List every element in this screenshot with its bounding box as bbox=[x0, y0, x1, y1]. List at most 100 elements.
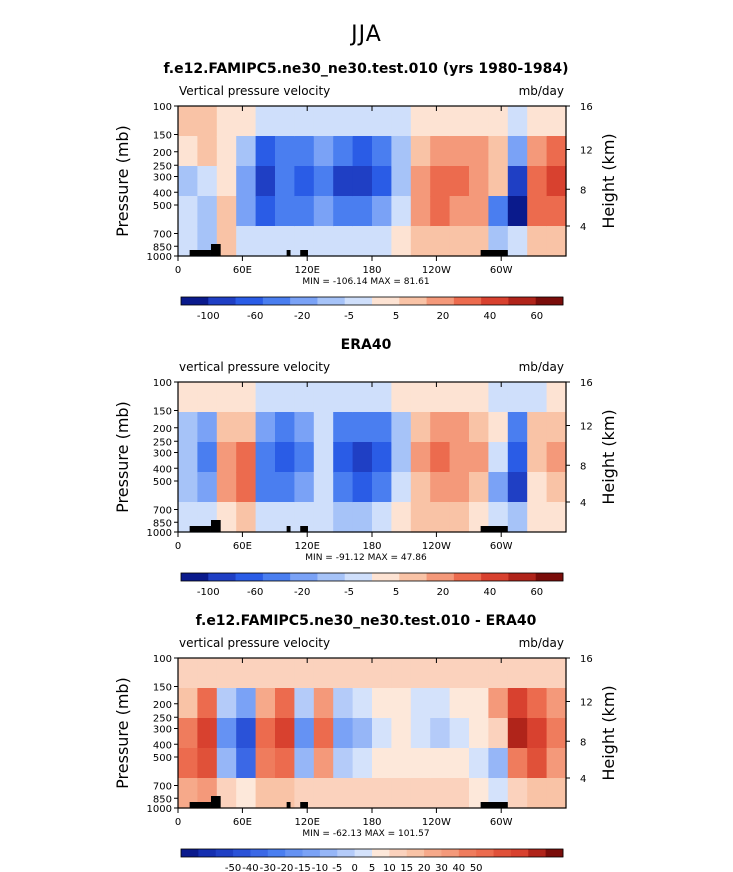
p3-heatmap-cell bbox=[333, 718, 354, 749]
p3-colorbar-swatch bbox=[510, 849, 529, 857]
p3-heatmap-cell bbox=[275, 748, 295, 779]
p2-ytick-label: 500 bbox=[153, 477, 172, 488]
p1-heatmap-cell bbox=[546, 106, 567, 137]
p2-ylabel: Pressure (mb) bbox=[113, 401, 132, 513]
p1-heatmap-cell bbox=[410, 196, 431, 227]
p2-heatmap-cell bbox=[507, 472, 528, 503]
p3-heatmap-cell bbox=[430, 718, 451, 749]
p1-ytick-label: 300 bbox=[153, 173, 172, 184]
p3-heatmap-cell bbox=[236, 718, 257, 749]
p2-y2tick-label: 8 bbox=[580, 461, 586, 472]
p2-heatmap-cell bbox=[391, 472, 412, 503]
p3-heatmap-cell bbox=[294, 778, 315, 809]
p1-heatmap-cell bbox=[275, 226, 295, 257]
p2-heatmap-cell bbox=[313, 382, 334, 413]
p3-heatmap-cell bbox=[275, 658, 295, 689]
p1-colorbar-label: -5 bbox=[344, 311, 354, 322]
p3-heatmap-cell bbox=[391, 778, 412, 809]
p2-topography bbox=[480, 526, 508, 532]
p3-heatmap-cell bbox=[430, 778, 451, 809]
p3-heatmap-cell bbox=[255, 688, 276, 719]
p2-heatmap-cell bbox=[216, 442, 237, 473]
p3-colorbar-swatch bbox=[198, 849, 217, 857]
p1-heatmap-cell bbox=[313, 226, 334, 257]
p3-heatmap-cell bbox=[488, 658, 509, 689]
p2-min-max: MIN = -91.12 MAX = 47.86 bbox=[305, 553, 427, 563]
p1-heatmap-cell bbox=[449, 196, 470, 227]
p3-colorbar-swatch bbox=[458, 849, 477, 857]
p3-colorbar-label: 10 bbox=[383, 863, 396, 872]
p3-heatmap-cell bbox=[255, 778, 276, 809]
p3-heatmap-cell bbox=[449, 718, 470, 749]
p3-colorbar-label: -50 bbox=[225, 863, 241, 872]
p2-heatmap-cell bbox=[410, 442, 431, 473]
p2-heatmap-cell bbox=[333, 382, 354, 413]
p2-colorbar-label: -60 bbox=[247, 587, 263, 598]
p3-heatmap-cell bbox=[197, 718, 218, 749]
p3-heatmap-cell bbox=[410, 718, 431, 749]
p2-heatmap-cell bbox=[469, 412, 489, 443]
p2-heatmap-cell bbox=[430, 502, 451, 533]
p2-colorbar-label: -20 bbox=[294, 587, 310, 598]
p3-colorbar-label: 30 bbox=[435, 863, 448, 872]
p2-heatmap-cell bbox=[255, 502, 276, 533]
p3-colorbar-label: 0 bbox=[351, 863, 357, 872]
p2-colorbar-swatch bbox=[481, 573, 509, 581]
p1-colorbar-label: -100 bbox=[197, 311, 220, 322]
p3-colorbar-label: 5 bbox=[369, 863, 375, 872]
p3-colorbar-swatch bbox=[493, 849, 512, 857]
p2-heatmap-cell bbox=[546, 472, 567, 503]
p1-colorbar-label: -20 bbox=[294, 311, 310, 322]
p2-heatmap-cell bbox=[313, 472, 334, 503]
p2-heatmap-cell bbox=[372, 502, 392, 533]
p3-colorbar-label: -5 bbox=[332, 863, 342, 872]
p3-heatmap-cell bbox=[236, 778, 257, 809]
p3-heatmap-cell bbox=[527, 688, 548, 719]
p1-colorbar-swatch bbox=[344, 297, 373, 305]
p3-heatmap-cell bbox=[216, 778, 237, 809]
p3-heatmap-cell bbox=[313, 748, 334, 779]
p2-heatmap-cell bbox=[255, 412, 276, 443]
p1-heatmap-cell bbox=[469, 106, 489, 137]
p2-heatmap-cell bbox=[275, 472, 295, 503]
p3-variable-label: vertical pressure velocity bbox=[179, 636, 330, 650]
p1-heatmap-cell bbox=[333, 166, 354, 197]
p3-heatmap-cell bbox=[372, 658, 392, 689]
p2-heatmap-cell bbox=[313, 412, 334, 443]
p2-xtick-label: 120W bbox=[422, 541, 451, 552]
p2-heatmap-cell bbox=[216, 382, 237, 413]
p2-heatmap-cell bbox=[352, 382, 373, 413]
p1-heatmap-cell bbox=[236, 226, 257, 257]
p3-heatmap-cell bbox=[352, 778, 373, 809]
p3-heatmap-cell bbox=[469, 778, 489, 809]
p2-title: ERA40 bbox=[341, 337, 392, 353]
p1-heatmap-cell bbox=[527, 226, 548, 257]
p2-heatmap-cell bbox=[313, 502, 334, 533]
p1-heatmap-cell bbox=[313, 106, 334, 137]
p3-colorbar-swatch bbox=[250, 849, 269, 857]
p3-ytick-label: 100 bbox=[153, 654, 172, 665]
p2-heatmap-cell bbox=[294, 412, 315, 443]
p2-heatmap-cell bbox=[469, 502, 489, 533]
p3-ytick-label: 150 bbox=[153, 683, 172, 694]
p2-colorbar-swatch bbox=[399, 573, 427, 581]
p1-topography bbox=[480, 250, 508, 256]
p1-ytick-label: 700 bbox=[153, 230, 172, 241]
p3-heatmap-cell bbox=[527, 778, 548, 809]
p1-heatmap-cell bbox=[178, 166, 198, 197]
p3-heatmap-cell bbox=[178, 658, 198, 689]
p2-heatmap-cell bbox=[372, 382, 392, 413]
p2-heatmap-cell bbox=[255, 472, 276, 503]
p2-heatmap-cell bbox=[178, 382, 198, 413]
p3-heatmap-cell bbox=[469, 718, 489, 749]
p2-ytick-label: 400 bbox=[153, 464, 172, 475]
p2-heatmap-cell bbox=[410, 412, 431, 443]
p2-heatmap-cell bbox=[178, 472, 198, 503]
p1-heatmap-cell bbox=[488, 226, 509, 257]
p3-heatmap-cell bbox=[527, 718, 548, 749]
p1-heatmap-cell bbox=[197, 196, 218, 227]
p1-colorbar-swatch bbox=[317, 297, 346, 305]
p3-colorbar-label: 20 bbox=[418, 863, 431, 872]
p2-heatmap-cell bbox=[391, 412, 412, 443]
p1-colorbar-label: 20 bbox=[437, 311, 450, 322]
